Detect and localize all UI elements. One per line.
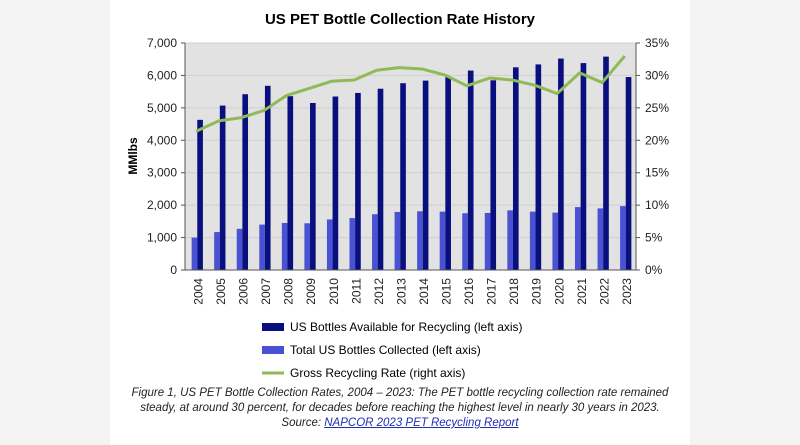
right-tick-label: 10%	[645, 198, 669, 212]
bar-available	[355, 92, 361, 270]
legend-swatch	[262, 346, 284, 354]
x-tick-label: 2018	[507, 278, 521, 305]
bar-collected	[394, 211, 401, 270]
left-tick-label: 4,000	[147, 133, 177, 147]
source-link[interactable]: NAPCOR 2023 PET Recycling Report	[324, 417, 519, 429]
caption-line-1: Figure 1, US PET Bottle Collection Rates…	[131, 387, 669, 399]
x-tick-label: 2022	[597, 278, 611, 305]
left-tick-label: 2,000	[147, 198, 177, 212]
legend-label: Gross Recycling Rate (right axis)	[290, 366, 465, 380]
x-tick-label: 2004	[191, 278, 205, 305]
x-tick-label: 2020	[552, 278, 566, 305]
right-tick-label: 20%	[645, 133, 669, 147]
left-tick-label: 6,000	[147, 68, 177, 82]
bar-available	[197, 119, 203, 270]
right-tick-label: 30%	[645, 68, 669, 82]
bar-available	[377, 88, 384, 270]
x-tick-label: 2019	[530, 278, 544, 305]
x-tick-label: 2016	[462, 278, 476, 305]
bar-available	[603, 56, 609, 271]
bar-collected	[597, 208, 604, 270]
bar-collected	[620, 206, 626, 270]
bar-available	[535, 64, 542, 270]
figure-caption: Figure 1, US PET Bottle Collection Rates…	[110, 386, 690, 431]
bar-available	[264, 85, 271, 270]
right-tick-label: 5%	[645, 231, 663, 245]
right-tick-label: 15%	[645, 166, 669, 180]
line-recycling-rate	[195, 55, 626, 133]
bar-collected	[462, 213, 468, 270]
left-tick-label: 0	[170, 263, 177, 277]
bar-collected	[304, 223, 311, 270]
bar-available	[558, 58, 564, 270]
bar-collected	[552, 212, 559, 270]
left-tick-label: 3,000	[147, 166, 177, 180]
left-tick-label: 7,000	[147, 36, 177, 50]
bar-collected	[439, 211, 446, 270]
x-tick-label: 2009	[304, 278, 318, 305]
legend-label: Total US Bottles Collected (left axis)	[290, 343, 481, 357]
bar-available	[310, 102, 316, 270]
x-tick-label: 2008	[282, 278, 296, 305]
bar-available	[242, 94, 249, 270]
bar-available	[580, 63, 587, 270]
chart-title: US PET Bottle Collection Rate History	[265, 11, 536, 28]
bar-available	[490, 80, 497, 271]
x-tick-label: 2021	[575, 278, 589, 305]
source-prefix: Source:	[281, 417, 325, 429]
x-tick-label: 2011	[349, 278, 363, 304]
bar-collected	[574, 207, 581, 270]
x-tick-label: 2023	[620, 278, 634, 305]
bar-collected	[349, 218, 356, 270]
x-tick-label: 2012	[372, 278, 386, 305]
x-tick-label: 2017	[485, 278, 499, 305]
right-tick-label: 35%	[645, 36, 669, 50]
bar-available	[219, 105, 226, 270]
bar-available	[422, 80, 429, 270]
bar-collected	[214, 232, 220, 270]
x-tick-label: 2010	[327, 278, 341, 305]
bar-available	[400, 83, 406, 270]
bar-collected	[507, 210, 513, 270]
bar-available	[287, 96, 294, 270]
bar-collected	[236, 228, 243, 270]
caption-line-2: steady, at around 30 percent, for decade…	[140, 402, 660, 414]
legend-label: US Bottles Available for Recycling (left…	[290, 320, 523, 334]
bar-available	[512, 67, 519, 270]
left-tick-label: 5,000	[147, 101, 177, 115]
x-tick-label: 2006	[237, 278, 251, 305]
right-tick-label: 25%	[645, 101, 669, 115]
bar-available	[467, 70, 474, 270]
bar-collected	[326, 219, 333, 270]
bar-collected	[529, 211, 536, 270]
plot-area	[185, 43, 636, 270]
legend-swatch	[262, 323, 284, 331]
x-tick-label: 2005	[214, 278, 228, 305]
left-tick-label: 1,000	[147, 231, 177, 245]
right-tick-label: 0%	[645, 263, 663, 277]
bar-collected	[191, 237, 198, 270]
bar-available	[445, 77, 451, 270]
x-tick-label: 2015	[440, 278, 454, 305]
bar-collected	[372, 214, 378, 270]
bar-collected	[281, 222, 288, 270]
bar-collected	[484, 212, 491, 270]
bar-collected	[417, 211, 423, 270]
caption-source: Source: NAPCOR 2023 PET Recycling Report	[110, 416, 690, 431]
x-tick-label: 2007	[259, 278, 273, 305]
x-tick-label: 2013	[394, 278, 408, 305]
bar-available	[332, 96, 339, 270]
bar-collected	[259, 224, 265, 270]
bar-available	[625, 77, 632, 270]
x-tick-label: 2014	[417, 278, 431, 305]
y-axis-label: MMlbs	[126, 137, 140, 175]
